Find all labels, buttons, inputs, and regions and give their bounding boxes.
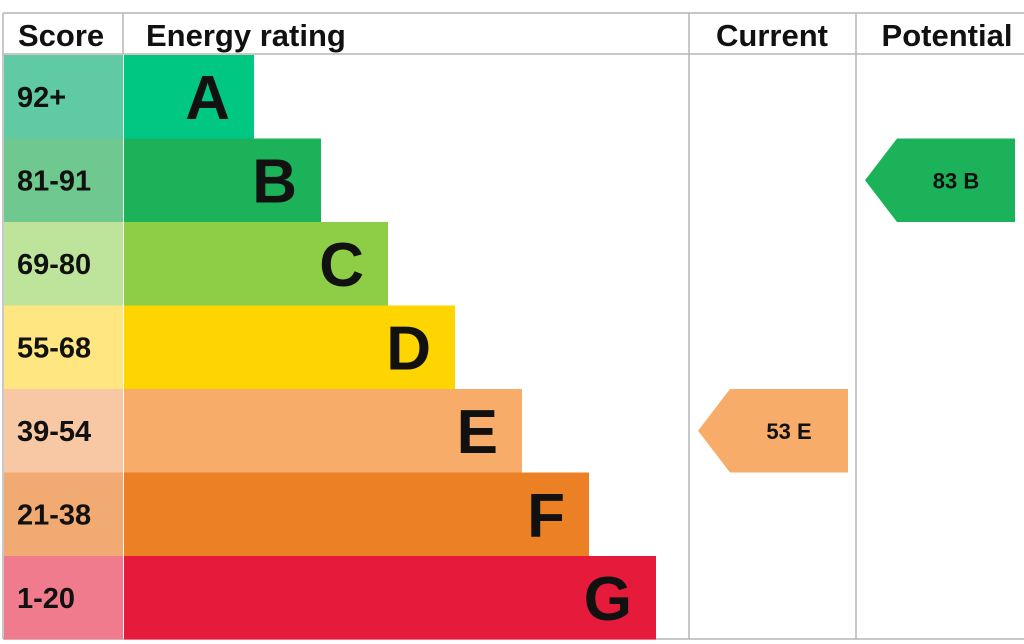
score-range-e: 39-54: [17, 416, 91, 448]
score-cell-a: [4, 55, 123, 139]
band-letter-g: G: [584, 565, 632, 634]
band-bar-c: [124, 222, 388, 306]
band-bar-e: [124, 389, 522, 473]
rating-bands: 92+ A 81-91 B 69-80 C 55-68 D 39-54 E 21-38 F 1-20 G: [4, 55, 656, 640]
score-cell-f: [4, 472, 123, 556]
band-bar-b: [124, 138, 321, 222]
score-header: Score: [18, 18, 104, 53]
band-letter-e: E: [457, 398, 498, 467]
band-bar-g: [124, 556, 656, 640]
score-cell-d: [4, 305, 123, 389]
score-range-g: 1-20: [17, 583, 75, 615]
band-bar-f: [124, 472, 589, 556]
energy-rating-header: Energy rating: [146, 18, 346, 53]
score-range-b: 81-91: [17, 165, 91, 197]
band-letter-c: C: [319, 231, 364, 300]
current-rating-arrow: [698, 389, 848, 473]
current-header: Current: [716, 18, 828, 53]
score-range-d: 55-68: [17, 332, 91, 364]
score-range-a: 92+: [17, 82, 66, 114]
band-letter-b: B: [252, 147, 297, 216]
band-bar-d: [124, 305, 455, 389]
band-letter-a: A: [185, 64, 230, 133]
band-bar-a: [124, 55, 254, 139]
score-range-f: 21-38: [17, 499, 91, 531]
band-letter-f: F: [527, 481, 565, 550]
score-range-c: 69-80: [17, 249, 91, 281]
band-letter-d: D: [386, 314, 431, 383]
current-rating-label: 53 E: [766, 419, 811, 444]
potential-header: Potential: [882, 18, 1013, 53]
score-cell-e: [4, 389, 123, 473]
potential-rating-arrow: [865, 138, 1015, 222]
score-cell-b: [4, 138, 123, 222]
rating-markers: 53 E 83 B: [698, 138, 1015, 473]
potential-rating-label: 83 B: [933, 168, 979, 193]
score-cell-g: [4, 556, 123, 640]
score-cell-c: [4, 222, 123, 306]
